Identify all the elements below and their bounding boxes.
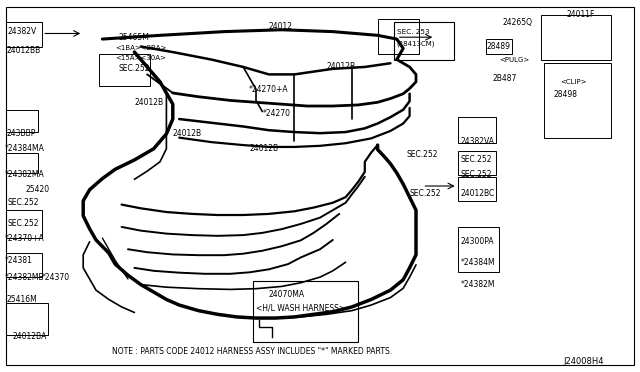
Bar (458, 177, 496, 201)
Bar (6, 303, 48, 335)
Text: 25465M: 25465M (118, 33, 149, 42)
Text: <15A><30A>: <15A><30A> (115, 55, 166, 61)
Text: *24381: *24381 (5, 256, 33, 265)
Bar (458, 151, 496, 175)
Text: *24270+A: *24270+A (248, 85, 288, 94)
Bar (6, 22, 42, 46)
Text: *24382MB: *24382MB (5, 273, 45, 282)
Text: *24370: *24370 (42, 273, 70, 282)
Bar (378, 19, 419, 54)
Bar (99, 54, 150, 86)
Text: SEC.252: SEC.252 (410, 189, 441, 198)
Text: SEC.252: SEC.252 (461, 170, 492, 179)
Text: J24008H4: J24008H4 (563, 357, 604, 366)
Text: *24384MA: *24384MA (5, 144, 45, 153)
Text: *24384M: *24384M (461, 258, 495, 267)
Bar (541, 15, 611, 60)
Text: 24012BC: 24012BC (461, 189, 495, 198)
Text: 24012B: 24012B (250, 144, 279, 153)
Bar (6, 210, 42, 238)
Text: 28498: 28498 (554, 90, 578, 99)
Text: 2B487: 2B487 (493, 74, 517, 83)
Text: 24012B: 24012B (173, 129, 202, 138)
Text: 24012B: 24012B (326, 62, 356, 71)
Text: SEC.252: SEC.252 (8, 219, 39, 228)
Bar (6, 253, 42, 277)
Text: *24382M: *24382M (461, 280, 495, 289)
Text: SEC.252: SEC.252 (8, 198, 39, 207)
Bar (458, 117, 496, 143)
Bar (394, 22, 454, 60)
Text: *24270: *24270 (262, 109, 291, 118)
Text: 24300PA: 24300PA (461, 237, 495, 246)
Text: 24012B: 24012B (134, 98, 164, 107)
Text: SEC.252: SEC.252 (406, 150, 438, 159)
Text: 24012BA: 24012BA (13, 332, 47, 341)
Bar (458, 227, 499, 272)
Text: <CLIP>: <CLIP> (560, 79, 586, 85)
Text: *24370+A: *24370+A (5, 234, 45, 243)
Text: <PULG>: <PULG> (499, 57, 529, 62)
Bar (253, 281, 358, 342)
Text: NOTE : PARTS CODE 24012 HARNESS ASSY INCLUDES "*" MARKED PARTS.: NOTE : PARTS CODE 24012 HARNESS ASSY INC… (112, 347, 392, 356)
Text: SEC.252: SEC.252 (461, 155, 492, 164)
Text: 24382VA: 24382VA (461, 137, 495, 146)
Text: SEC. 253: SEC. 253 (397, 29, 429, 35)
Text: 25416M: 25416M (6, 295, 37, 304)
Text: 24382V: 24382V (8, 27, 37, 36)
Bar (544, 63, 611, 138)
Text: 24265Q: 24265Q (502, 18, 532, 27)
Text: 243BBP: 243BBP (6, 129, 36, 138)
Text: 24011F: 24011F (566, 10, 595, 19)
Bar (6, 110, 38, 132)
Text: 28489: 28489 (486, 42, 511, 51)
Text: 24070MA: 24070MA (269, 290, 305, 299)
Text: (28413CM): (28413CM) (397, 41, 435, 47)
Text: <H/L WASH HARNESS>: <H/L WASH HARNESS> (256, 303, 345, 312)
Bar (6, 153, 38, 173)
Text: <1BA><2BA>: <1BA><2BA> (115, 45, 166, 51)
Text: *24382MA: *24382MA (5, 170, 45, 179)
Text: SEC.252: SEC.252 (118, 64, 150, 73)
Text: 24012BB: 24012BB (6, 46, 41, 55)
Bar (486, 39, 512, 54)
Text: 24012: 24012 (269, 22, 293, 31)
Text: 25420: 25420 (26, 185, 50, 194)
